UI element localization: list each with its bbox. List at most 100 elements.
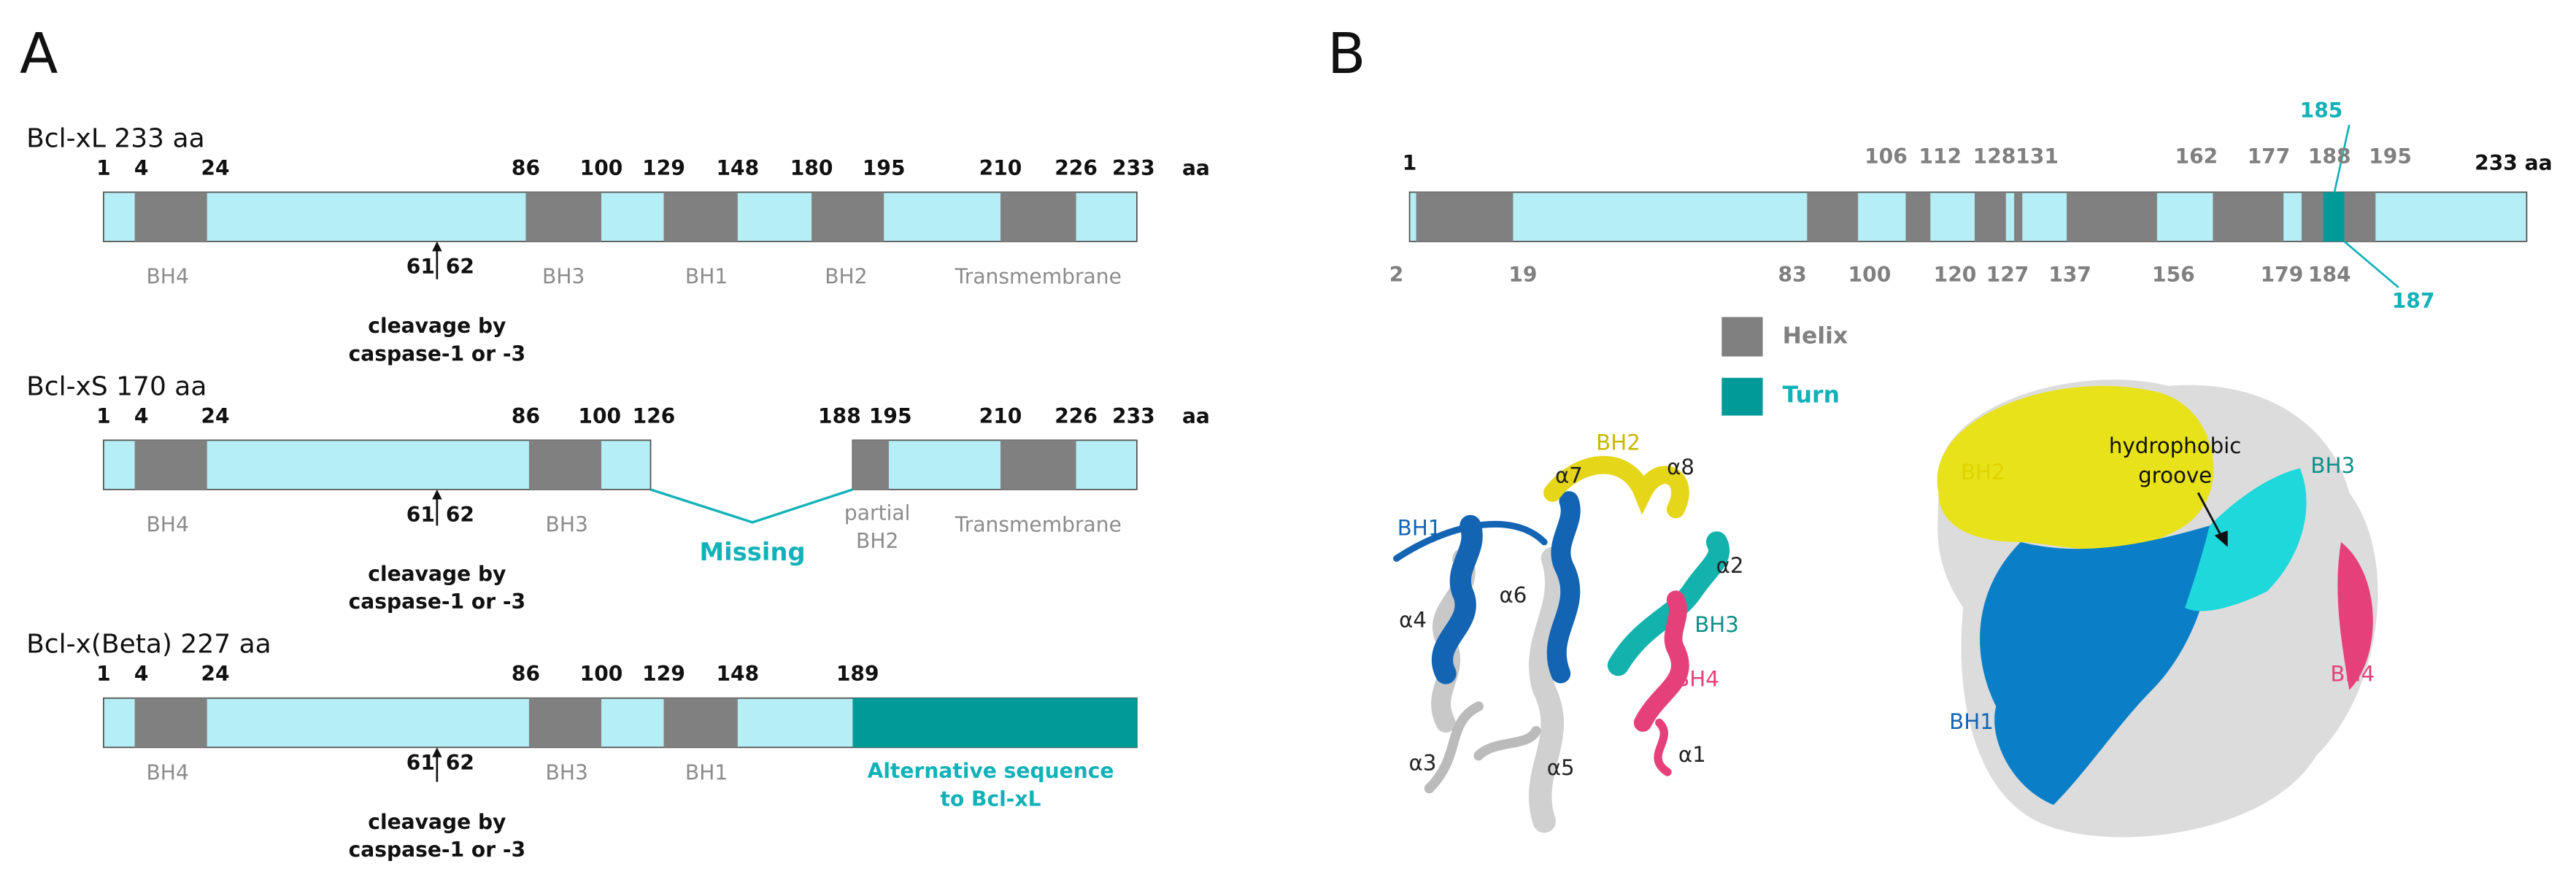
residue-number: 188 xyxy=(2308,144,2351,169)
cleavage-site: 62 xyxy=(446,255,474,279)
residue-number: 148 xyxy=(716,156,759,180)
cleavage-site: 62 xyxy=(446,751,474,775)
residue-number: 100 xyxy=(580,662,623,686)
residue-number: 195 xyxy=(863,156,906,180)
surface-label: hydrophobic xyxy=(2109,433,2241,458)
ribbon-label: α4 xyxy=(1399,607,1427,632)
residue-number: 162 xyxy=(2175,144,2218,169)
domain-label: BH3 xyxy=(546,512,588,536)
residue-number: 106 xyxy=(1864,144,1908,169)
residue-number: 86 xyxy=(512,404,540,428)
residue-number: 184 xyxy=(2308,263,2351,287)
residue-number: 233 aa xyxy=(2475,151,2552,175)
residue-number: 137 xyxy=(2048,263,2091,287)
cleavage-note: cleavage by xyxy=(368,562,506,586)
bcl-xbeta-bar xyxy=(102,697,1138,749)
ribbon-label: BH1 xyxy=(1397,515,1442,540)
residue-number: 86 xyxy=(512,662,540,686)
construct-title: Bcl-x(Beta) 227 aa xyxy=(26,630,271,660)
cleavage-note: caspase-1 or -3 xyxy=(349,838,526,862)
residue-number: 177 xyxy=(2248,144,2291,169)
cleavage-note: caspase-1 or -3 xyxy=(349,590,526,614)
residue-number: 226 xyxy=(1054,404,1098,428)
panel-label: A xyxy=(20,22,58,87)
residue-number: 148 xyxy=(716,662,759,686)
surface-label: BH2 xyxy=(1961,460,2005,484)
residue-number: 189 xyxy=(836,662,879,686)
domain-label: BH3 xyxy=(542,264,585,288)
cleavage-site: 61 xyxy=(406,503,435,527)
alternative-note: Alternative sequence xyxy=(868,759,1114,783)
legend-label: Helix xyxy=(1783,323,1848,349)
residue-number: 127 xyxy=(1986,263,2029,287)
ribbon-structure xyxy=(1393,455,1730,833)
surface-label: BH4 xyxy=(2330,662,2375,687)
residue-number: 128 xyxy=(1973,144,2016,169)
cleavage-note: caspase-1 or -3 xyxy=(349,341,526,366)
residue-number: 1 xyxy=(96,404,111,428)
residue-number: 179 xyxy=(2261,263,2304,287)
residue-number: 188 xyxy=(818,404,861,428)
legend-label: Turn xyxy=(1783,382,1840,409)
surface-label: BH1 xyxy=(1949,709,1994,734)
residue-number: 226 xyxy=(1054,156,1098,180)
domain-label: BH4 xyxy=(147,760,189,784)
residue-number: 100 xyxy=(580,156,623,180)
residue-number: 210 xyxy=(979,156,1022,180)
partial-label: partial xyxy=(844,501,911,525)
residue-number: 1 xyxy=(96,662,111,686)
residue-number: 180 xyxy=(790,156,833,180)
cleavage-note: cleavage by xyxy=(368,810,506,834)
residue-number: 210 xyxy=(979,404,1022,428)
ribbon-label: α5 xyxy=(1547,755,1575,780)
ribbon-label: BH2 xyxy=(1596,430,1640,455)
residue-number: 120 xyxy=(1934,263,1977,287)
construct-title: Bcl-xS 170 aa xyxy=(26,371,207,401)
ribbon-label: BH4 xyxy=(1675,666,1719,691)
domain-label: Transmembrane xyxy=(955,512,1122,536)
turn-number: 185 xyxy=(2300,99,2343,123)
arrow-heads xyxy=(432,241,442,757)
residue-number: 86 xyxy=(512,156,540,180)
unit-label: aa xyxy=(1182,156,1210,180)
bcl-xl-bar xyxy=(102,191,1138,242)
cleavage-site: 61 xyxy=(406,751,435,775)
residue-number: 24 xyxy=(201,404,229,428)
surface-structure xyxy=(1937,379,2378,838)
domain-label: BH1 xyxy=(685,264,728,288)
ribbon-label: α1 xyxy=(1678,742,1706,767)
residue-number: 83 xyxy=(1778,263,1807,287)
missing-label: Missing xyxy=(700,538,806,566)
ribbon-label: α6 xyxy=(1499,583,1527,608)
ribbon-label: α7 xyxy=(1555,463,1583,487)
structure-bar xyxy=(1408,124,2528,288)
residue-number: 195 xyxy=(2369,144,2412,169)
panel-label: B xyxy=(1327,22,1366,87)
domain-label: BH3 xyxy=(546,760,588,784)
cleavage-site: 61 xyxy=(406,255,435,279)
surface-label: BH3 xyxy=(2310,453,2355,478)
domain-label: BH1 xyxy=(685,760,728,784)
residue-number: 129 xyxy=(642,156,685,180)
alternative-note: to Bcl-xL xyxy=(941,787,1041,811)
residue-number: 19 xyxy=(1508,263,1537,287)
surface-label: groove xyxy=(2138,463,2212,487)
legend-swatches xyxy=(1721,317,1763,416)
ribbon-label: BH3 xyxy=(1694,612,1739,637)
construct-title: Bcl-xL 233 aa xyxy=(26,123,205,153)
ribbon-label: α8 xyxy=(1667,455,1694,479)
residue-number: 1 xyxy=(96,156,111,180)
residue-number: 4 xyxy=(134,404,149,428)
residue-number: 233 xyxy=(1112,156,1155,180)
bcl-xs-bar xyxy=(102,439,1138,524)
partial-label: BH2 xyxy=(856,529,898,553)
residue-number: 156 xyxy=(2152,263,2195,287)
residue-number: 4 xyxy=(134,662,149,686)
residue-number: 112 xyxy=(1918,144,1962,169)
residue-number: 100 xyxy=(1848,263,1891,287)
residue-number: 24 xyxy=(201,156,229,180)
ribbon-label: α2 xyxy=(1716,553,1744,578)
domain-label: BH4 xyxy=(147,512,189,536)
residue-number: 1 xyxy=(1403,151,1417,175)
